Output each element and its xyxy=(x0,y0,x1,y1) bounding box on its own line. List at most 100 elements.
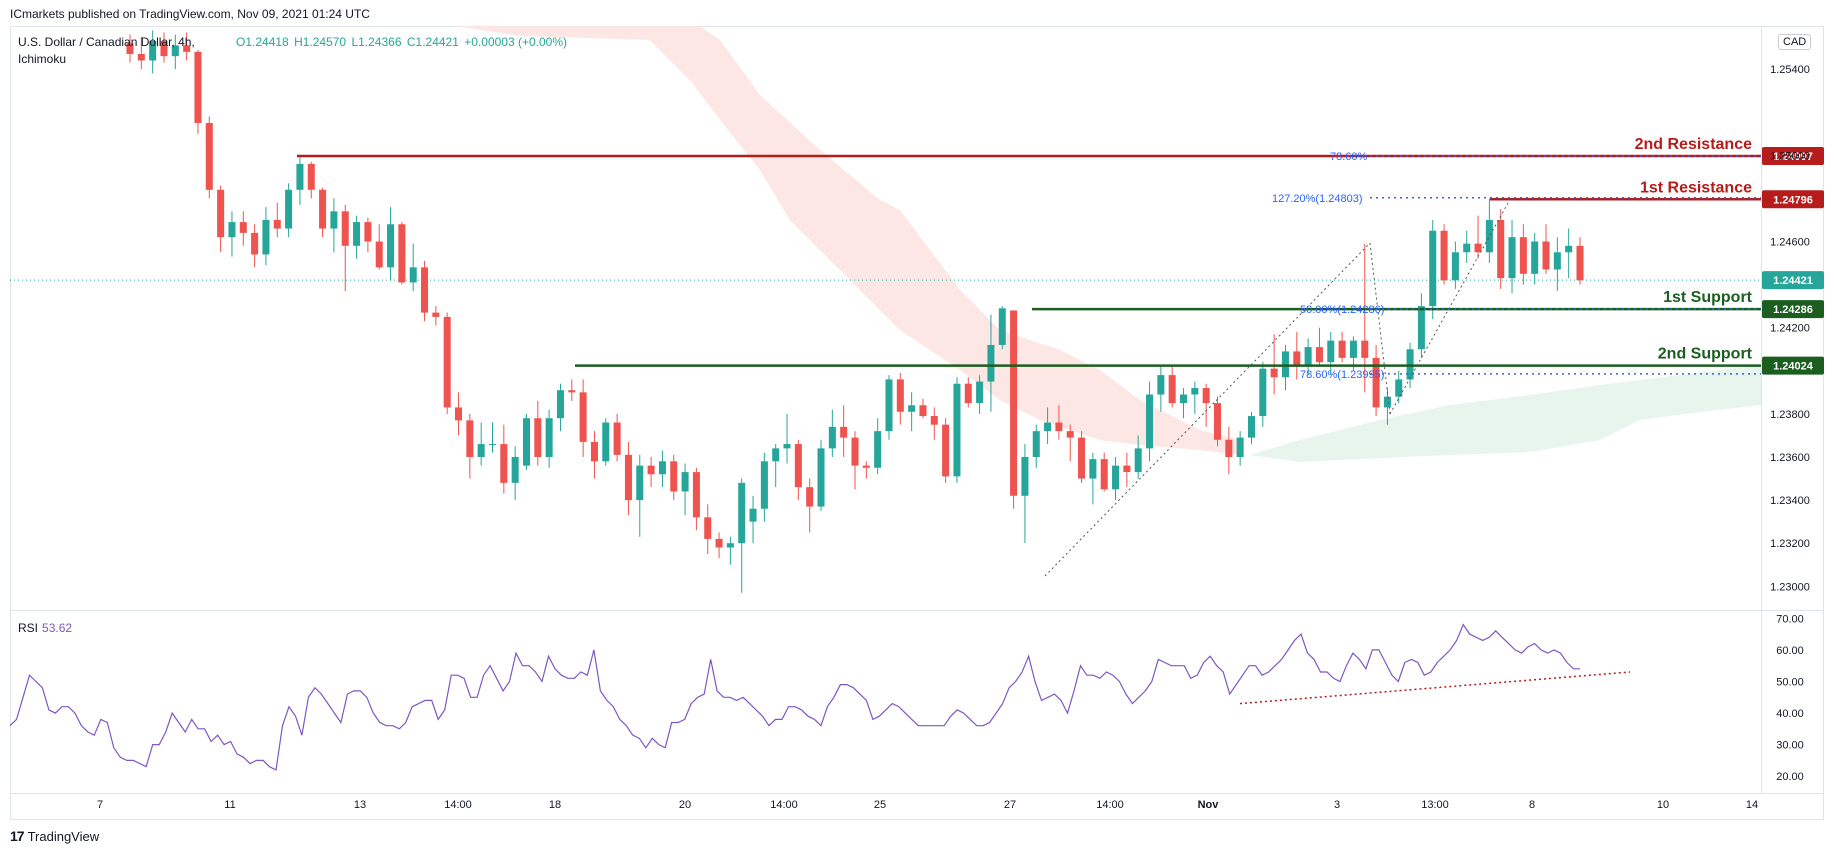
candle-body xyxy=(715,538,723,548)
level-price-label: 1.24997 xyxy=(1773,151,1813,163)
level-name: 2nd Support xyxy=(1658,346,1753,363)
candle-body xyxy=(364,222,372,242)
rsi-trendline xyxy=(1239,671,1631,705)
price-tick-label: 1.23600 xyxy=(1770,452,1810,464)
candle-body xyxy=(149,41,157,61)
candle-body xyxy=(466,420,474,457)
candle-body xyxy=(1202,388,1210,404)
candle-body xyxy=(375,241,383,268)
level-name: 1st Support xyxy=(1663,289,1753,306)
candle-body xyxy=(1180,394,1188,404)
candle-body xyxy=(1134,448,1142,473)
chart-frame xyxy=(10,26,1824,820)
candle-body xyxy=(1429,230,1437,307)
candle-body xyxy=(239,222,247,233)
fib-level-label: 78.60% xyxy=(1330,151,1368,163)
candle-body xyxy=(1542,241,1550,270)
candle-body xyxy=(1531,241,1539,274)
price-tick-label: 1.23800 xyxy=(1770,409,1810,421)
tradingview-logo-icon: 17 xyxy=(10,828,25,844)
candle-body xyxy=(896,379,904,412)
price-tick-label: 1.24200 xyxy=(1770,323,1810,335)
time-tick-label: 20 xyxy=(679,799,691,811)
candle-body xyxy=(885,379,893,432)
candle-body xyxy=(1440,230,1448,281)
candle-body xyxy=(1361,340,1369,358)
candle-body xyxy=(976,381,984,404)
candle-body xyxy=(738,482,746,544)
candle-body xyxy=(964,383,972,404)
ohlc-change: +0.00003 (+0.00%) xyxy=(464,35,567,49)
rsi-tick-label: 40.00 xyxy=(1776,708,1804,720)
ohlc-open: O1.24418 xyxy=(236,35,289,49)
ohlc-high: H1.24570 xyxy=(294,35,347,49)
price-axis[interactable]: 1.25400 1.25000 1.24600 1.24200 1.23800 1.234… xyxy=(1770,64,1810,593)
candle-body xyxy=(500,444,508,483)
rsi-tick-label: 20.00 xyxy=(1776,771,1804,783)
last-price-tag xyxy=(1762,271,1824,290)
price-tick-label: 1.23200 xyxy=(1770,538,1810,550)
level-price-tag xyxy=(1762,190,1824,209)
candle-body xyxy=(1089,459,1097,479)
candle-body xyxy=(817,448,825,507)
candle-body xyxy=(1315,347,1323,363)
candle-body xyxy=(1304,347,1312,367)
support-resistance-levels[interactable]: 2nd Resistance 1.24997 1st Resistance 1.247… xyxy=(297,136,1824,375)
candle-body xyxy=(987,344,995,382)
candle-body xyxy=(1157,375,1165,395)
candle-body xyxy=(251,232,259,255)
candle-body xyxy=(919,405,927,417)
rsi-pane: 70.00 60.00 50.00 40.00 30.00 20.00 xyxy=(9,613,1804,783)
level-price-tag xyxy=(1762,300,1824,319)
time-tick-label: 7 xyxy=(97,799,103,811)
candles xyxy=(126,30,1584,593)
price-tick-label: 1.23000 xyxy=(1770,581,1810,593)
candle-body xyxy=(1497,219,1505,279)
rsi-label: RSI xyxy=(18,621,39,635)
candle-body xyxy=(522,418,530,466)
fib-drawings[interactable]: 78.60% 127.20%(1.24803) 50.00%(1.24286) 78.… xyxy=(1044,151,1761,577)
candle-body xyxy=(545,418,553,457)
candle-body xyxy=(568,390,576,393)
level-price-tag xyxy=(1762,356,1824,375)
time-axis[interactable]: 7 11 13 14:00 18 20 14:00 25 27 14:00 Nov 3 13:00 8 10… xyxy=(97,799,1758,811)
candle-body xyxy=(1463,243,1471,253)
candle-body xyxy=(1327,340,1335,363)
candle-body xyxy=(1259,368,1267,417)
candle-body xyxy=(273,219,281,229)
candle-body xyxy=(1281,351,1289,378)
candle-body xyxy=(1519,237,1527,274)
rsi-legend[interactable]: RSI 53.62 xyxy=(18,621,72,635)
currency-button[interactable]: CAD xyxy=(1778,34,1812,50)
ohlc-readout: O1.24418 H1.24570 L1.24366 C1.24421 +0.0… xyxy=(236,35,569,49)
fib-trend-line xyxy=(1369,242,1391,415)
indicator-name[interactable]: Ichimoku xyxy=(18,52,67,66)
candle-body xyxy=(1123,465,1131,473)
candle-body xyxy=(194,51,202,123)
candle-body xyxy=(1293,351,1301,367)
candle-body xyxy=(477,444,485,457)
level-price-tag xyxy=(1762,146,1824,165)
candle-body xyxy=(1406,349,1414,380)
candle-body xyxy=(1032,431,1040,457)
candle-body xyxy=(1417,306,1425,350)
candle-body xyxy=(556,390,564,419)
price-axis-border xyxy=(1761,26,1762,794)
candle-body xyxy=(874,431,882,468)
candle-body xyxy=(160,41,168,57)
rsi-value: 53.62 xyxy=(42,621,73,635)
price-tick-label: 1.23400 xyxy=(1770,495,1810,507)
candle-body xyxy=(1213,403,1222,440)
candle-body xyxy=(749,508,757,522)
candle-body xyxy=(1451,252,1459,281)
symbol-title[interactable]: U.S. Dollar / Canadian Dollar, 4h, xyxy=(18,35,195,49)
tradingview-logo[interactable]: 17 TradingView xyxy=(10,828,99,844)
candle-body xyxy=(1066,431,1074,438)
candle-body xyxy=(443,316,451,408)
candle-body xyxy=(1236,437,1244,457)
pane-divider[interactable] xyxy=(10,610,1824,611)
candle-body xyxy=(1010,310,1018,496)
candle-body xyxy=(726,543,734,548)
rsi-line xyxy=(9,623,1580,771)
